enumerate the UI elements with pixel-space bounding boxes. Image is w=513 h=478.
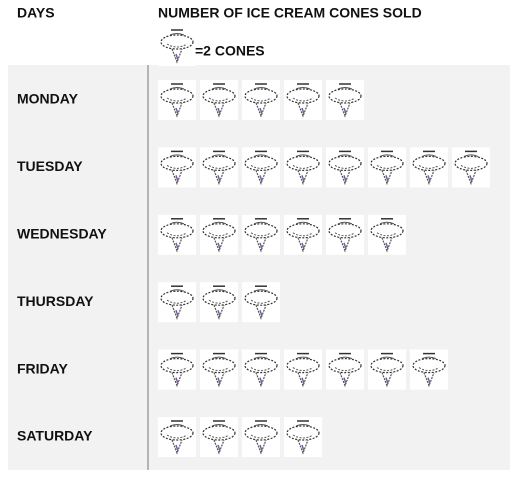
cone-icon [241,79,281,121]
cone-icon [241,281,281,323]
cone-icon [199,214,239,256]
cone-icon [367,214,407,256]
body-background [8,65,510,470]
cone-icon [157,79,197,121]
category-label: WEDNESDAY [17,226,107,242]
cone-icon [283,79,323,121]
cone-icon [157,348,197,391]
cone-icon [199,416,239,458]
cone-icon [409,146,449,189]
cone-icon [199,281,239,323]
key-icon [157,25,197,67]
cone-icon [409,348,449,391]
category-label: SATURDAY [17,428,93,444]
cone-icon [241,348,281,391]
cone-icon [325,348,365,391]
category-header: DAYS [17,5,55,21]
cone-icon [241,214,281,256]
cone-icon [283,348,323,391]
cone-icon [367,348,407,391]
key-label: =2 CONES [195,43,265,59]
cone-icon [325,79,365,121]
icon-row [157,79,365,121]
cone-icon [199,146,239,189]
cone-icon [157,416,197,458]
category-label: TUESDAY [17,158,83,174]
cone-icon [157,281,197,323]
icon-row [157,348,449,391]
cone-icon [283,146,323,189]
category-label: THURSDAY [17,293,94,309]
cone-icon [157,146,197,189]
cone-icon [283,416,323,458]
cone-icon [283,214,323,256]
category-label: MONDAY [17,91,79,107]
cone-icon [325,214,365,256]
cone-icon [367,146,407,189]
cone-icon [325,146,365,189]
cone-icon [451,146,491,189]
chart-title: NUMBER OF ICE CREAM CONES SOLD [158,5,422,21]
cone-icon [241,146,281,189]
cone-icon [199,348,239,391]
cone-icon [157,214,197,256]
cone-icon [199,79,239,121]
cone-icon [241,416,281,458]
category-label: FRIDAY [17,360,68,376]
